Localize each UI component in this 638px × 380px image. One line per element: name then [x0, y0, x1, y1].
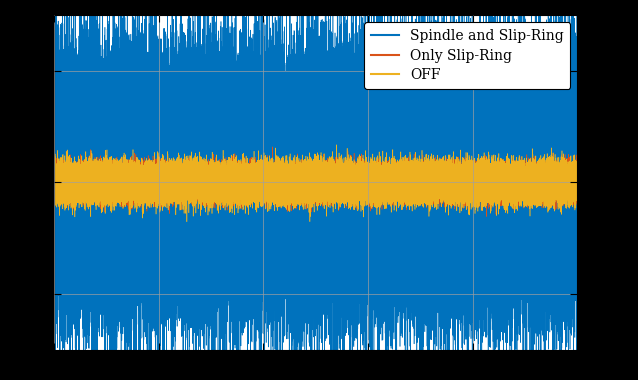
OFF [183, 220, 191, 224]
Only Slip-Ring [524, 177, 532, 181]
OFF [50, 166, 58, 171]
Only Slip-Ring [326, 172, 334, 177]
Spindle and Slip-Ring [326, 141, 334, 146]
Spindle and Slip-Ring [114, 84, 122, 89]
Spindle and Slip-Ring [50, 150, 58, 154]
OFF [332, 142, 340, 147]
Only Slip-Ring [63, 173, 70, 177]
Spindle and Slip-Ring [63, 120, 70, 125]
Only Slip-Ring [482, 214, 490, 219]
OFF [63, 168, 70, 173]
Only Slip-Ring [548, 182, 556, 186]
Spindle and Slip-Ring [524, 102, 532, 106]
Only Slip-Ring [574, 188, 581, 193]
Legend: Spindle and Slip-Ring, Only Slip-Ring, OFF: Spindle and Slip-Ring, Only Slip-Ring, O… [364, 22, 570, 89]
Only Slip-Ring [269, 144, 276, 149]
OFF [383, 182, 391, 187]
Line: OFF: OFF [54, 145, 577, 222]
Spindle and Slip-Ring [574, 173, 581, 177]
Spindle and Slip-Ring [548, 221, 556, 225]
OFF [326, 202, 334, 207]
Line: Spindle and Slip-Ring: Spindle and Slip-Ring [54, 0, 577, 380]
OFF [524, 173, 532, 177]
Only Slip-Ring [50, 172, 58, 177]
OFF [114, 162, 122, 166]
OFF [548, 185, 556, 189]
Only Slip-Ring [114, 195, 122, 199]
Only Slip-Ring [383, 176, 391, 180]
Spindle and Slip-Ring [383, 156, 391, 161]
Line: Only Slip-Ring: Only Slip-Ring [54, 147, 577, 217]
OFF [574, 183, 581, 188]
